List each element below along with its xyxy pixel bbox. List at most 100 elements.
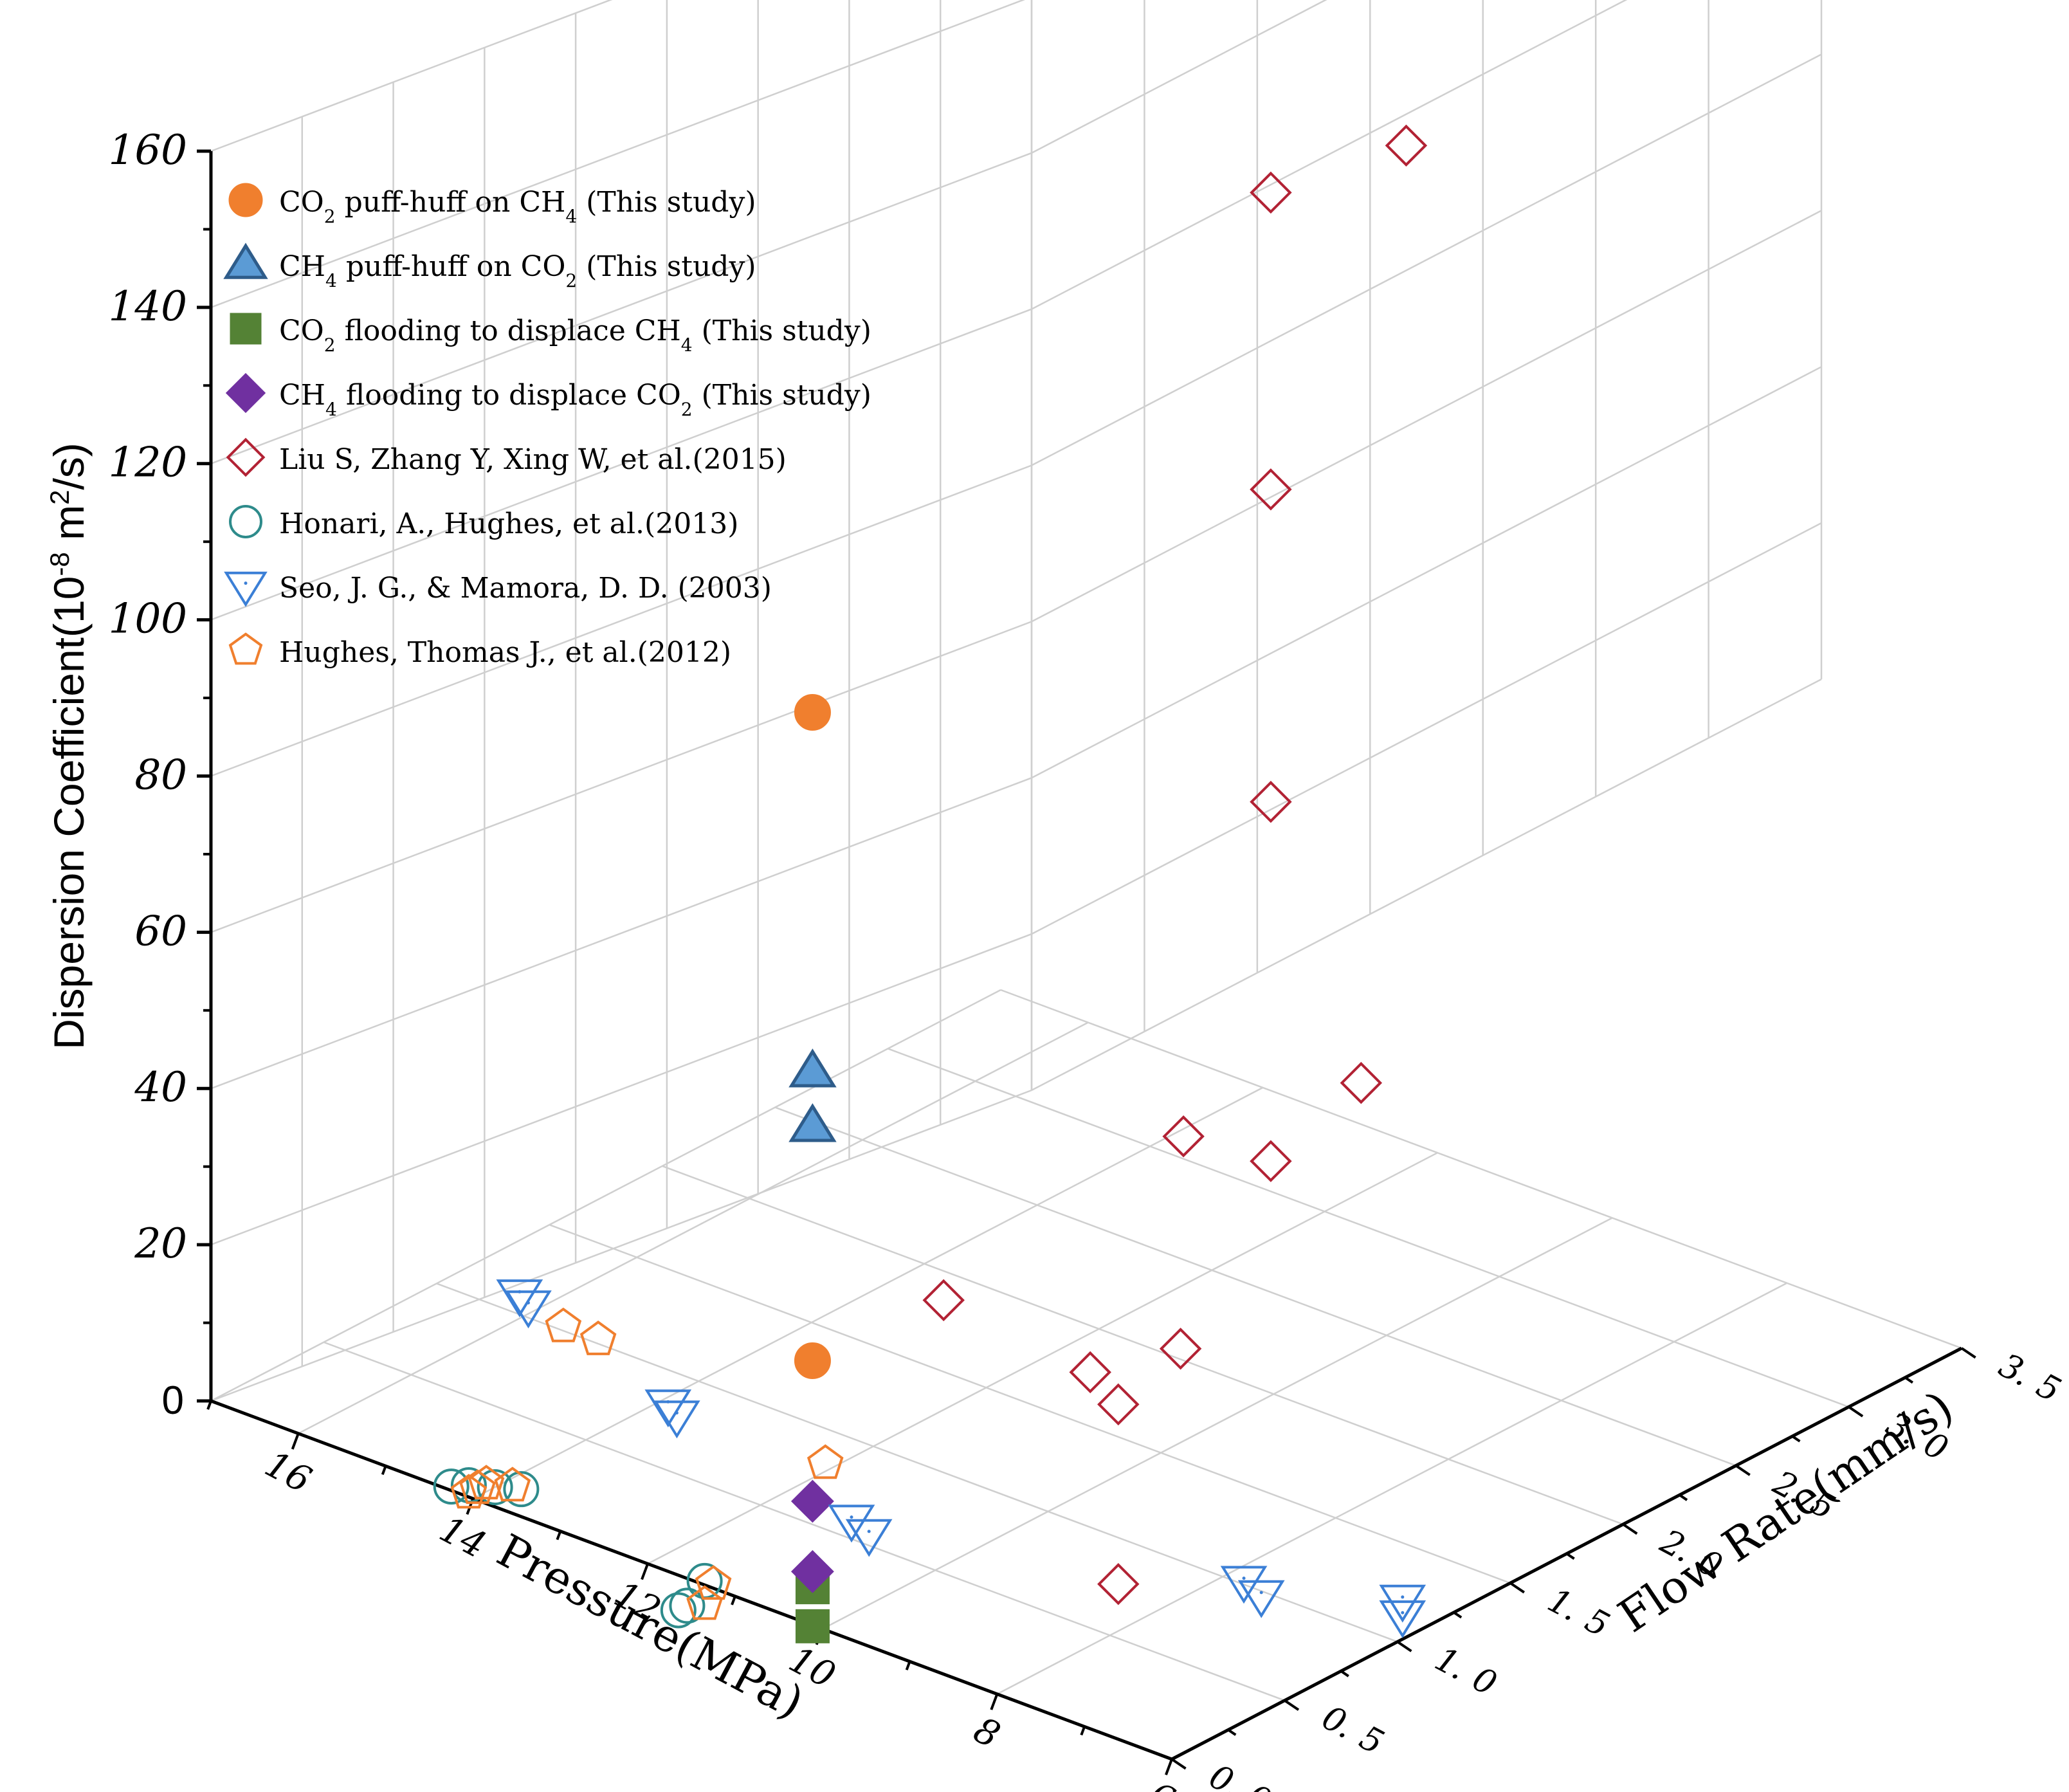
legend-label-part: CH bbox=[279, 250, 325, 283]
legend-label-part: puff-huff on CH bbox=[336, 186, 566, 219]
legend-label-part: flooding to displace CO bbox=[337, 379, 681, 412]
data-point bbox=[1097, 1562, 1140, 1605]
data-point-dot bbox=[1242, 1577, 1246, 1580]
legend-label-part: CO bbox=[279, 186, 324, 219]
data-points bbox=[433, 124, 1428, 1643]
legend-label-part: (This study) bbox=[693, 379, 871, 412]
legend-marker bbox=[225, 372, 266, 414]
y-tick-mark bbox=[1171, 1758, 1187, 1770]
data-point bbox=[686, 1585, 723, 1620]
x-tick-label: 14 bbox=[429, 1510, 495, 1565]
legend-label-part: Hughes, Thomas J., et al.(2012) bbox=[279, 636, 731, 669]
legend-label: CH4 flooding to displace CO2 (This study… bbox=[279, 379, 871, 420]
data-point bbox=[1069, 1351, 1111, 1394]
y-axis-title: Flow Rate(mm/s) bbox=[1609, 1380, 1963, 1643]
data-point bbox=[653, 1400, 700, 1439]
legend-marker bbox=[224, 571, 268, 607]
data-point bbox=[790, 1550, 834, 1593]
z-axis-title-sup2: 2 bbox=[44, 490, 75, 505]
y-tick-mark bbox=[1960, 1347, 1976, 1359]
series-6 bbox=[496, 1279, 1426, 1638]
data-point-dot bbox=[850, 1515, 853, 1519]
data-point bbox=[660, 1592, 697, 1629]
legend-label-part: CO bbox=[279, 315, 324, 347]
x-tick-mark bbox=[381, 1465, 387, 1476]
legend-label-part: Honari, A., Hughes, et al.(2013) bbox=[279, 507, 738, 540]
data-point-dot bbox=[1401, 1611, 1405, 1614]
data-point bbox=[545, 1307, 582, 1342]
data-point bbox=[1250, 468, 1292, 511]
grid-floor-pressure-line bbox=[888, 1048, 1850, 1408]
legend-marker-dot bbox=[244, 581, 248, 585]
data-point bbox=[1159, 1328, 1202, 1370]
data-point bbox=[579, 1321, 617, 1355]
series-7 bbox=[450, 1307, 844, 1620]
grid-floor-pressure-line bbox=[436, 1283, 1398, 1643]
data-point bbox=[505, 1290, 552, 1329]
legend-label: Honari, A., Hughes, et al.(2013) bbox=[279, 507, 738, 540]
z-axis-title-main: Dispersion Coefficient(10 bbox=[45, 576, 93, 1050]
data-point-dot bbox=[1401, 1595, 1405, 1599]
data-point bbox=[450, 1474, 488, 1509]
data-point bbox=[496, 1279, 543, 1318]
data-point bbox=[1220, 1566, 1268, 1604]
legend-marker bbox=[228, 632, 263, 665]
data-point bbox=[788, 1048, 837, 1088]
y-tick-label: 1. 0 bbox=[1425, 1641, 1506, 1702]
grid-line-z-8 bbox=[210, 0, 613, 152]
grid-floor-pressure-line bbox=[662, 1165, 1624, 1526]
z-tick-label: 20 bbox=[129, 1220, 192, 1268]
data-point bbox=[1379, 1600, 1426, 1638]
y-tick-mark bbox=[1396, 1640, 1412, 1652]
y-tick-mark bbox=[1622, 1523, 1638, 1535]
data-point bbox=[794, 1342, 831, 1379]
grid-floor-flow-line bbox=[996, 1282, 1787, 1695]
z-tick-label: 80 bbox=[129, 751, 192, 799]
series-5 bbox=[433, 1467, 723, 1629]
data-point bbox=[669, 1587, 706, 1624]
grid-line-z-0 bbox=[210, 678, 1822, 1402]
legend-label: Liu S, Zhang Y, Xing W, et al.(2015) bbox=[279, 443, 787, 476]
legend-label: Seo, J. G., & Mamora, D. D. (2003) bbox=[279, 572, 772, 605]
data-point-dot bbox=[1259, 1591, 1263, 1595]
legend-label-part: 4 bbox=[681, 334, 693, 356]
legend-label: CO2 flooding to displace CH4 (This study… bbox=[279, 315, 871, 356]
legend-label: CH4 puff-huff on CO2 (This study) bbox=[279, 250, 756, 291]
x-tick-mark bbox=[990, 1694, 999, 1710]
legend-label-part: Liu S, Zhang Y, Xing W, et al.(2015) bbox=[279, 443, 787, 476]
z-tick-label: 140 bbox=[103, 283, 192, 331]
x-tick-mark bbox=[641, 1563, 649, 1580]
x-tick-label: 6 bbox=[1138, 1776, 1185, 1792]
y-tick-mark bbox=[1227, 1728, 1237, 1736]
y-tick-label: 1. 5 bbox=[1538, 1582, 1618, 1643]
data-point bbox=[828, 1504, 875, 1543]
grid-floor-flow-line bbox=[298, 1021, 1089, 1434]
z-tick-label: 120 bbox=[104, 439, 192, 486]
data-point bbox=[1237, 1580, 1285, 1618]
grid-floor-pressure-line bbox=[323, 1341, 1285, 1701]
x-tick-mark bbox=[1080, 1726, 1086, 1736]
z-tick-label: 40 bbox=[129, 1064, 192, 1111]
data-point bbox=[807, 1444, 844, 1479]
legend-label-part: (This study) bbox=[577, 186, 756, 219]
legend-label-part: puff-huff on CO bbox=[337, 250, 566, 283]
z-axis-title-unit: m bbox=[45, 505, 93, 552]
legend-label-part: 4 bbox=[565, 206, 577, 227]
y-tick-label: 0. 0 bbox=[1199, 1759, 1280, 1792]
z-tick-label: 60 bbox=[129, 908, 192, 955]
x-tick-mark bbox=[731, 1596, 736, 1605]
legend-label-part: 2 bbox=[324, 334, 336, 356]
legend-label-part: (This study) bbox=[577, 250, 756, 283]
data-point bbox=[845, 1519, 893, 1557]
x-tick-mark bbox=[206, 1400, 212, 1410]
x-axis-line bbox=[210, 1399, 1172, 1761]
legend-marker bbox=[229, 505, 262, 538]
data-point bbox=[1379, 1584, 1426, 1623]
data-point bbox=[788, 1103, 837, 1142]
y-tick-mark bbox=[1679, 1494, 1688, 1501]
y-tick-mark bbox=[1848, 1405, 1864, 1418]
legend-label-part: (This study) bbox=[693, 315, 871, 347]
data-point bbox=[1385, 124, 1428, 167]
z-axis-title: Dispersion Coefficient(10-8 m2/s) bbox=[44, 443, 93, 1050]
